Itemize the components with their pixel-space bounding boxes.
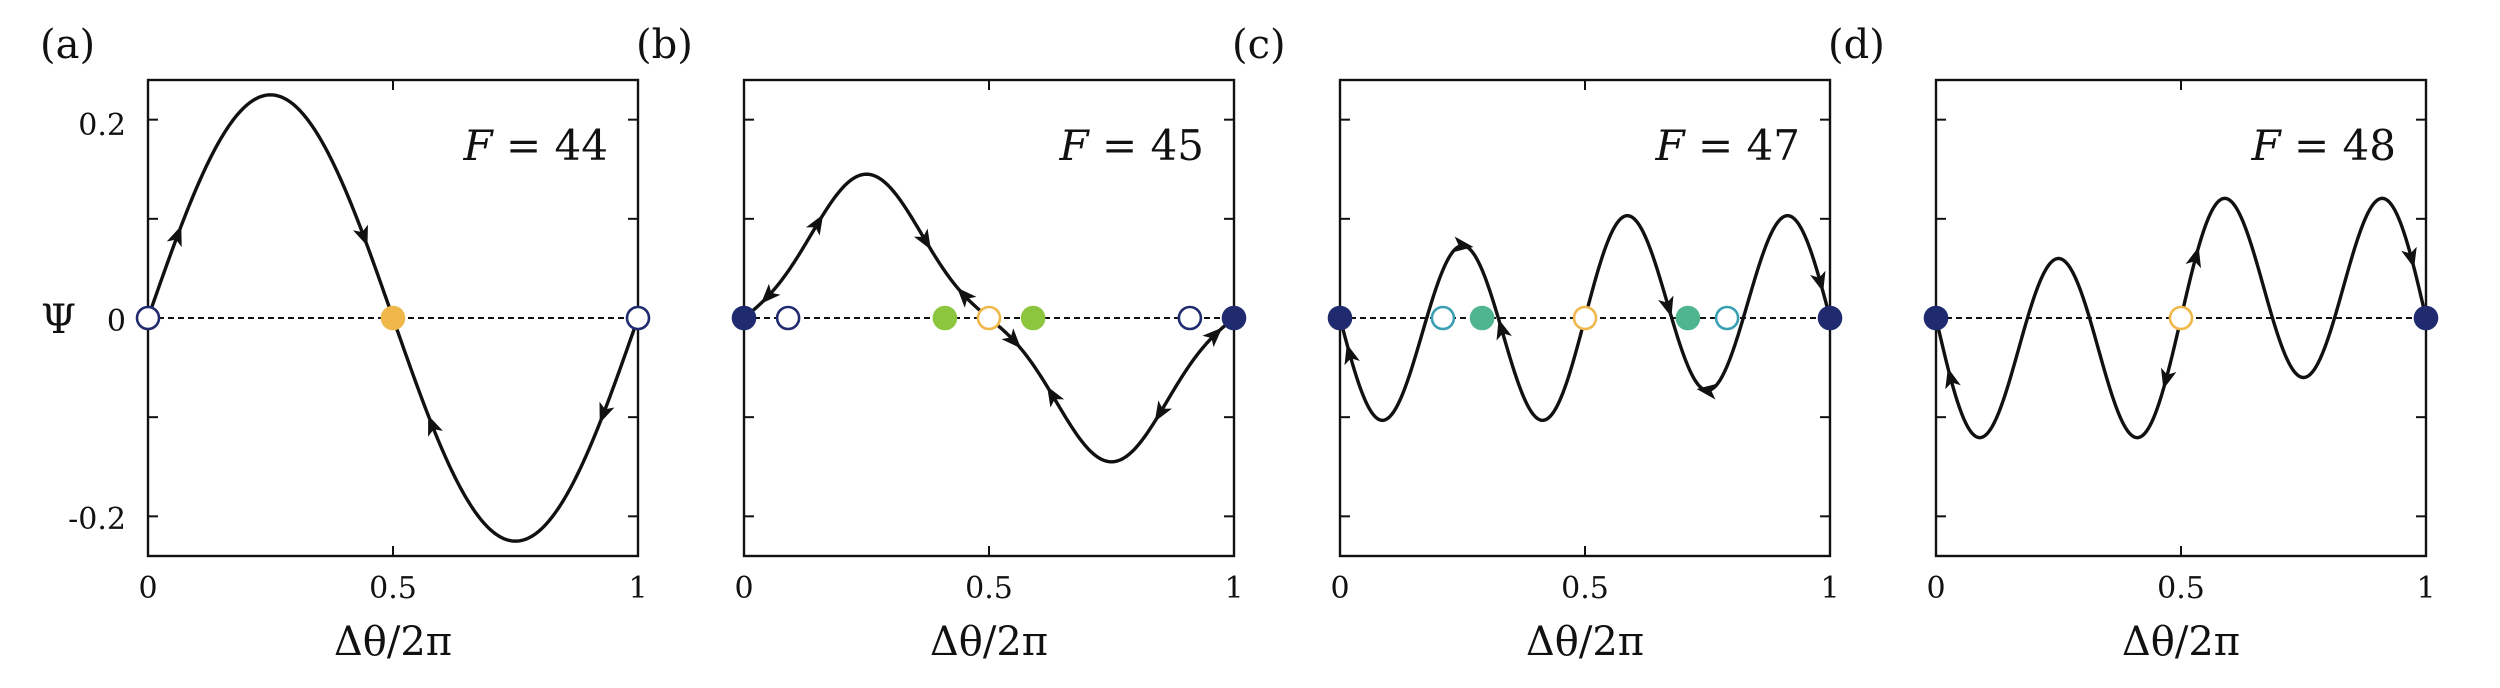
x-tick-label: 1 bbox=[628, 571, 647, 606]
panel-b: (b) F = 45 Δθ/2π 0 0.5 1 bbox=[636, 22, 1247, 665]
flow-arrow bbox=[1202, 327, 1223, 348]
stable-fixed-point bbox=[1221, 305, 1247, 331]
stable-fixed-point bbox=[380, 305, 406, 331]
flow-arrow bbox=[1452, 236, 1474, 253]
f-annotation: F = 47 bbox=[1654, 121, 1800, 170]
stable-fixed-point bbox=[731, 305, 757, 331]
f-equals: = bbox=[1685, 121, 1747, 170]
y-tick-label: 0.2 bbox=[78, 108, 126, 143]
panel-c: (c) F = 47 Δθ/2π 0 0.5 1 bbox=[1232, 22, 1843, 665]
stable-fixed-point bbox=[1020, 305, 1046, 331]
x-tick-label: 0.5 bbox=[369, 571, 417, 606]
f-variable: F bbox=[1058, 121, 1090, 170]
panel-label: (d) bbox=[1828, 22, 1885, 68]
x-axis-label: Δθ/2π bbox=[930, 619, 1048, 665]
x-tick-label: 0 bbox=[734, 571, 753, 606]
flow-arrow bbox=[760, 283, 781, 304]
y-tick-label: -0.2 bbox=[68, 502, 126, 537]
x-tick-label: 0.5 bbox=[2157, 571, 2205, 606]
panel-label: (c) bbox=[1232, 22, 1286, 68]
f-variable: F bbox=[2250, 121, 2282, 170]
flow-arrow bbox=[1658, 295, 1674, 317]
x-tick-label: 1 bbox=[1224, 571, 1243, 606]
f-variable: F bbox=[462, 121, 494, 170]
f-value: 47 bbox=[1747, 121, 1800, 170]
flow-arrow bbox=[352, 224, 368, 247]
unstable-fixed-point bbox=[976, 305, 1002, 331]
flow-arrow bbox=[1001, 328, 1021, 349]
x-tick-label: 0 bbox=[1926, 571, 1945, 606]
flow-arrow bbox=[1496, 319, 1512, 341]
x-axis-label: Δθ/2π bbox=[1526, 619, 1644, 665]
unstable-fixed-point bbox=[2168, 305, 2194, 331]
flow-arrow bbox=[599, 401, 615, 424]
unstable-fixed-point bbox=[1714, 305, 1740, 331]
unstable-fixed-point bbox=[135, 305, 161, 331]
y-tick-label: 0 bbox=[107, 304, 126, 339]
flow-arrow bbox=[428, 415, 443, 437]
f-value: 44 bbox=[555, 121, 608, 170]
panel-d: (d) F = 48 Δθ/2π 0 0.5 1 bbox=[1828, 22, 2439, 665]
f-equals: = bbox=[493, 121, 555, 170]
flow-arrow bbox=[2401, 246, 2417, 269]
flow-arrow bbox=[166, 225, 182, 248]
f-annotation: F = 44 bbox=[462, 121, 608, 170]
stable-fixed-point bbox=[1327, 305, 1353, 331]
x-tick-label: 1 bbox=[1820, 571, 1839, 606]
flow-arrow bbox=[1344, 343, 1360, 366]
stable-fixed-point bbox=[1469, 305, 1495, 331]
unstable-fixed-point bbox=[1572, 305, 1598, 331]
stable-fixed-point bbox=[1923, 305, 1949, 331]
f-equals: = bbox=[1089, 121, 1151, 170]
stable-fixed-point bbox=[1817, 305, 1843, 331]
unstable-fixed-point bbox=[625, 305, 651, 331]
f-annotation: F = 48 bbox=[2250, 121, 2396, 170]
stable-fixed-point bbox=[932, 305, 958, 331]
unstable-fixed-point bbox=[775, 305, 801, 331]
unstable-fixed-point bbox=[1430, 305, 1456, 331]
stable-fixed-point bbox=[1675, 305, 1701, 331]
flow-arrow bbox=[1945, 367, 1961, 390]
flow-arrow bbox=[805, 214, 824, 236]
panel-a: (a) F = 44 Ψ Δθ/2π 0 0.5 1 0.2 0 -0.2 bbox=[40, 22, 651, 665]
unstable-fixed-point bbox=[1177, 305, 1203, 331]
panel-label: (a) bbox=[40, 22, 95, 68]
x-tick-label: 0.5 bbox=[965, 571, 1013, 606]
f-value: 45 bbox=[1151, 121, 1204, 170]
f-value: 48 bbox=[2343, 121, 2396, 170]
flow-arrow bbox=[1047, 386, 1065, 408]
flow-arrow bbox=[957, 287, 977, 308]
x-tick-label: 0 bbox=[1330, 571, 1349, 606]
flow-arrow bbox=[2185, 246, 2202, 269]
stable-fixed-point bbox=[2413, 305, 2439, 331]
x-tick-label: 0.5 bbox=[1561, 571, 1609, 606]
x-tick-label: 0 bbox=[138, 571, 157, 606]
x-tick-label: 1 bbox=[2416, 571, 2435, 606]
flow-arrow bbox=[2160, 367, 2177, 390]
y-axis-label: Ψ bbox=[41, 297, 76, 343]
panel-label: (b) bbox=[636, 22, 693, 68]
x-axis-label: Δθ/2π bbox=[334, 619, 452, 665]
f-annotation: F = 45 bbox=[1058, 121, 1204, 170]
f-variable: F bbox=[1654, 121, 1686, 170]
x-axis-label: Δθ/2π bbox=[2122, 619, 2240, 665]
flow-arrow bbox=[1696, 383, 1718, 400]
flow-arrow bbox=[1810, 270, 1826, 293]
f-equals: = bbox=[2281, 121, 2343, 170]
flow-arrow bbox=[1154, 400, 1173, 422]
flow-arrow bbox=[913, 228, 931, 250]
